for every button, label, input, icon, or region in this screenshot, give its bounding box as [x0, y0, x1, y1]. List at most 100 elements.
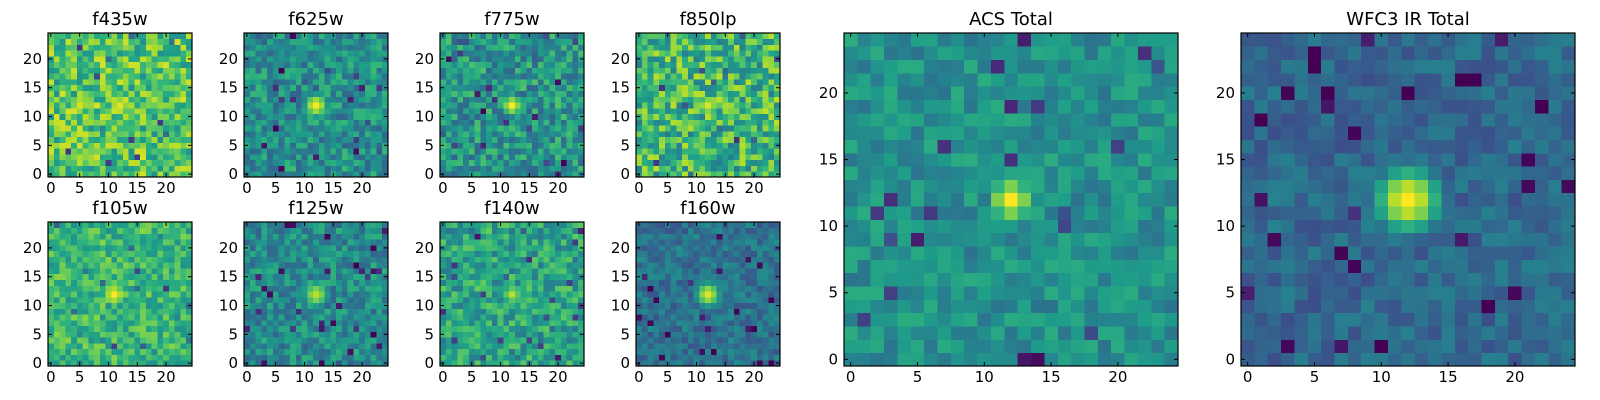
heatmap-cell	[318, 44, 326, 51]
heatmap-cell	[768, 130, 775, 138]
heatmap-cell	[526, 296, 533, 304]
heatmap-cell	[549, 325, 556, 332]
heatmap-cell	[647, 302, 654, 309]
heatmap-cell	[128, 360, 135, 367]
heatmap-cell	[560, 239, 568, 246]
heatmap-cell	[290, 67, 297, 74]
heatmap-cell	[382, 119, 389, 126]
heatmap-cell	[537, 153, 545, 161]
heatmap-cell	[267, 119, 274, 126]
heatmap-cell	[82, 291, 89, 298]
heatmap-cell	[88, 84, 95, 91]
heatmap-cell	[330, 153, 337, 161]
heatmap-cell	[324, 84, 331, 91]
heatmap-cell	[359, 268, 366, 275]
heatmap-cell	[341, 279, 349, 286]
heatmap-cell	[468, 291, 475, 298]
heatmap-cell	[307, 308, 314, 315]
heatmap-cell	[497, 90, 504, 97]
heatmap-cell	[290, 113, 297, 120]
heatmap-cell	[330, 119, 337, 126]
heatmap-cell	[491, 50, 498, 57]
heatmap-cell	[313, 239, 320, 246]
heatmap-cell	[699, 360, 706, 367]
x-tick-label: 10	[491, 368, 510, 386]
heatmap-cell	[94, 125, 101, 132]
heatmap-cell	[82, 44, 89, 51]
heatmap-cell	[111, 84, 118, 91]
heatmap-cell	[532, 56, 539, 63]
heatmap-cell	[318, 273, 326, 280]
heatmap-cell	[145, 331, 153, 338]
heatmap-cell	[497, 38, 504, 45]
heatmap-cell	[509, 354, 516, 361]
heatmap-cell	[76, 279, 83, 286]
heatmap-cell	[307, 84, 314, 91]
heatmap-cell	[463, 102, 470, 109]
heatmap-cell	[687, 79, 694, 86]
heatmap-cell	[88, 337, 95, 344]
heatmap-cell	[353, 262, 360, 269]
heatmap-cell	[636, 107, 643, 115]
heatmap-cell	[88, 285, 95, 292]
heatmap-cell	[520, 113, 527, 120]
heatmap-cell	[687, 342, 694, 350]
heatmap-cell	[653, 314, 660, 321]
heatmap-cell	[94, 38, 101, 45]
heatmap-cell	[111, 273, 118, 280]
heatmap-cell	[549, 302, 556, 309]
heatmap-cell	[82, 148, 89, 155]
heatmap-cell	[699, 50, 706, 57]
heatmap-cell	[272, 314, 279, 321]
heatmap-cell	[451, 296, 458, 304]
y-tick-label: 0	[32, 165, 42, 183]
heatmap-cell	[503, 250, 510, 257]
heatmap-cell	[336, 79, 343, 86]
heatmap-cell	[480, 227, 487, 234]
heatmap-cell	[117, 285, 124, 292]
heatmap-cell	[560, 296, 568, 304]
heatmap-cell	[370, 61, 377, 68]
heatmap-cell	[105, 314, 112, 321]
heatmap-cell	[682, 165, 689, 172]
heatmap-cell	[284, 296, 291, 304]
heatmap-cell	[647, 159, 654, 166]
heatmap-cell	[520, 102, 527, 109]
heatmap-cell	[163, 159, 170, 166]
heatmap-cell	[566, 79, 573, 86]
heatmap-cell	[491, 325, 498, 332]
heatmap-cell	[301, 56, 308, 63]
heatmap-cell	[59, 113, 66, 120]
heatmap-cell	[774, 61, 781, 68]
heatmap-cell	[756, 90, 764, 97]
heatmap-cell	[76, 302, 83, 309]
heatmap-cell	[647, 142, 654, 149]
heatmap-cell	[272, 239, 279, 246]
heatmap-cell	[53, 79, 60, 86]
heatmap-cell	[560, 142, 568, 149]
heatmap-cell	[728, 331, 735, 338]
heatmap-cell	[82, 273, 89, 280]
heatmap-cell	[705, 56, 712, 63]
heatmap-cell	[122, 262, 130, 269]
heatmap-cell	[324, 314, 331, 321]
heatmap-cell	[739, 314, 746, 321]
heatmap-cell	[318, 250, 326, 257]
heatmap-cell	[699, 33, 706, 40]
heatmap-cell	[145, 44, 153, 51]
heatmap-cell	[682, 308, 689, 315]
heatmap-cell	[728, 50, 735, 57]
heatmap-cell	[468, 233, 475, 240]
heatmap-cell	[255, 148, 262, 155]
heatmap-cell	[682, 102, 689, 109]
axes-frame	[439, 221, 585, 367]
heatmap-cell	[491, 262, 498, 269]
heatmap-cell	[284, 308, 291, 315]
heatmap-cell	[336, 107, 343, 115]
heatmap-cell	[53, 222, 60, 229]
heatmap-cell	[693, 113, 700, 120]
heatmap-cell	[278, 73, 285, 80]
heatmap-cell	[670, 102, 677, 109]
heatmap-cell	[451, 314, 458, 321]
heatmap-cell	[699, 130, 706, 138]
